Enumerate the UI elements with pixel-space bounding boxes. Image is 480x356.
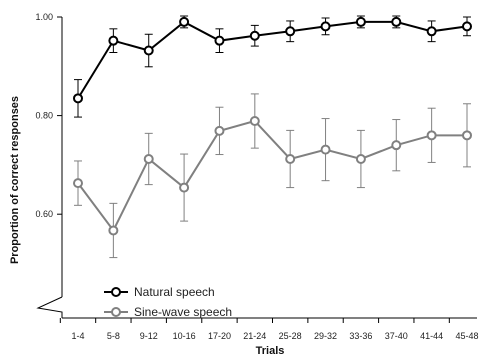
data-point xyxy=(426,130,437,141)
data-point xyxy=(143,45,154,56)
series-line-1 xyxy=(77,119,467,233)
x-tick-label: 10-16 xyxy=(173,331,196,341)
data-point xyxy=(355,153,366,164)
y-tick-label: 0.60 xyxy=(35,209,53,219)
legend: Natural speech Sine-wave speech xyxy=(104,285,232,319)
y-tick-label: 1.00 xyxy=(35,12,53,22)
x-tick-label: 45-48 xyxy=(455,331,478,341)
data-point xyxy=(108,35,119,46)
legend-marker-natural xyxy=(111,287,121,297)
data-point xyxy=(462,130,472,141)
x-tick-label: 21-24 xyxy=(243,331,266,341)
series-line-0 xyxy=(77,20,468,99)
data-point xyxy=(285,26,296,37)
data-point xyxy=(426,26,437,37)
data-point xyxy=(285,153,296,164)
x-tick-label: 37-40 xyxy=(385,331,408,341)
x-tick-label: 5-8 xyxy=(107,331,120,341)
data-point xyxy=(391,140,402,151)
data-point xyxy=(73,178,83,189)
x-tick-label: 1-4 xyxy=(71,331,84,341)
data-point xyxy=(320,144,331,155)
data-point xyxy=(179,16,190,27)
y-tick-label: 0.80 xyxy=(35,111,53,121)
data-point xyxy=(249,30,260,41)
data-point xyxy=(179,182,190,193)
x-ticks: 1-4 5-8 9-12 10-16 17-20 21-24 25-28 29-32 33-36… xyxy=(59,318,479,341)
legend-label-sine: Sine-wave speech xyxy=(134,305,232,319)
y-axis-break xyxy=(36,296,63,318)
data-point xyxy=(143,153,154,164)
data-point xyxy=(214,35,225,46)
x-axis-title: Trials xyxy=(256,345,285,356)
x-tick-label: 9-12 xyxy=(140,331,158,341)
y-axis-title: Proportion of correct responses xyxy=(9,96,21,264)
series-layer xyxy=(73,15,472,259)
data-point xyxy=(214,125,225,136)
legend-marker-sine xyxy=(111,307,121,317)
data-point xyxy=(249,116,260,127)
x-tick-label: 17-20 xyxy=(208,331,231,341)
data-point xyxy=(320,21,331,32)
x-tick-label: 29-32 xyxy=(314,331,337,341)
x-tick-label: 41-44 xyxy=(420,331,443,341)
data-point xyxy=(73,93,83,104)
x-tick-label: 25-28 xyxy=(279,331,302,341)
data-point xyxy=(391,16,402,27)
legend-label-natural: Natural speech xyxy=(134,285,215,299)
data-point xyxy=(108,225,119,236)
data-point xyxy=(462,21,472,32)
x-tick-label: 33-36 xyxy=(349,331,372,341)
data-point xyxy=(355,16,366,27)
y-ticks: 0.60 0.80 1.00 xyxy=(35,12,62,219)
